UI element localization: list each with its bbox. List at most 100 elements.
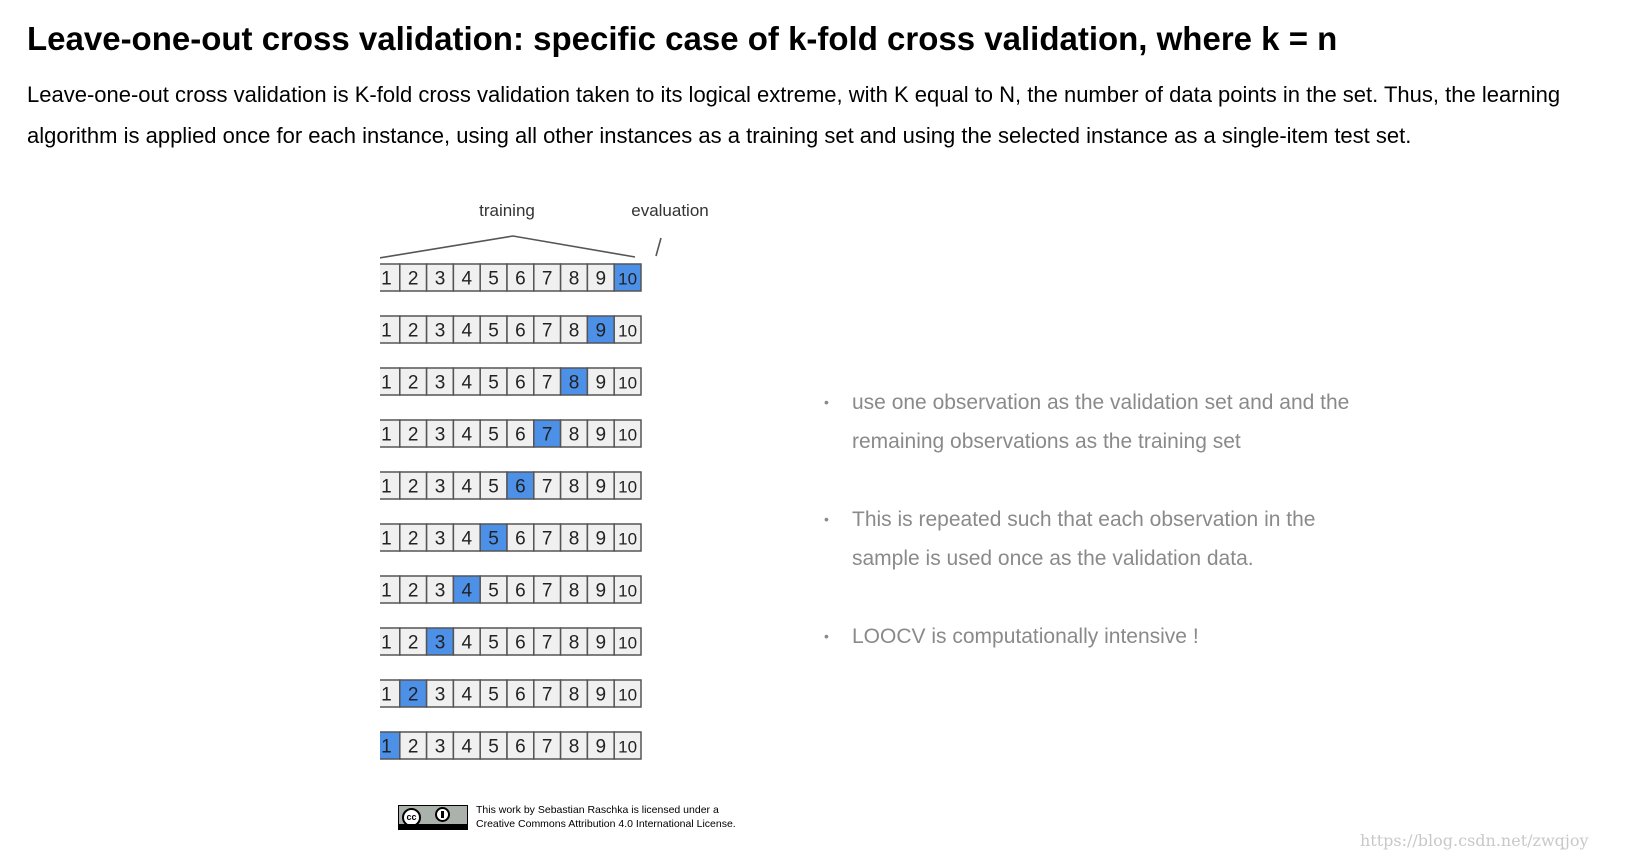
fold-cell-label: 6 — [515, 425, 526, 446]
training-brace — [380, 235, 636, 259]
training-fold-cell — [533, 263, 562, 292]
fold-cell-label: 3 — [435, 269, 446, 290]
bullet-item-repeated: • This is repeated such that each observ… — [820, 500, 1380, 578]
fold-cell-label: 8 — [569, 373, 580, 394]
fold-cell-label: 9 — [596, 737, 607, 758]
fold-cell-label: 3 — [435, 633, 446, 654]
fold-cell-label: 2 — [408, 581, 419, 602]
evaluation-fold-cell — [559, 367, 589, 396]
fold-cell-label: 10 — [618, 478, 637, 497]
training-fold-cell — [425, 419, 455, 448]
fold-cell-label: 4 — [462, 425, 473, 446]
intro-line-1: Leave-one-out cross validation is K-fold… — [27, 82, 1561, 107]
evaluation-label: evaluation — [631, 201, 709, 220]
bullet-text: This is repeated such that each observat… — [852, 508, 1316, 531]
training-fold-cell — [506, 263, 535, 292]
training-fold-cell — [425, 731, 455, 760]
training-fold-cell — [506, 315, 535, 344]
fold-cell-label: 6 — [515, 633, 526, 654]
fold-cell-label: 9 — [596, 633, 607, 654]
training-fold-cell — [479, 367, 508, 396]
evaluation-fold-cell — [425, 627, 455, 656]
license-line-1: This work by Sebastian Raschka is licens… — [476, 804, 719, 816]
training-fold-cell — [533, 367, 562, 396]
fold-cell-label: 5 — [488, 425, 499, 446]
fold-row-5: 1 2 3 4 5 6 7 8 9 10 — [380, 471, 642, 500]
training-fold-cell — [425, 471, 455, 500]
license-line-2[interactable]: Creative Commons Attribution 4.0 Interna… — [476, 818, 736, 830]
fold-cell-label: 9 — [596, 529, 607, 550]
fold-cell-label: 5 — [488, 477, 499, 498]
fold-cell-label: 6 — [515, 685, 526, 706]
training-fold-cell — [425, 367, 455, 396]
license-text: This work by Sebastian Raschka is licens… — [476, 803, 736, 831]
fold-cell-label: 5 — [488, 269, 499, 290]
training-fold-cell — [533, 315, 562, 344]
loocv-diagram: training evaluation 1 2 3 4 5 6 7 8 9 101 2 3 4 5 6 7 8 9… — [380, 201, 709, 760]
fold-cell-label: 8 — [569, 477, 580, 498]
bullet-text: LOOCV is computationally intensive ! — [852, 625, 1199, 648]
training-fold-cell — [425, 679, 455, 708]
evaluation-fold-cell — [452, 575, 481, 604]
fold-cell-label: 8 — [569, 321, 580, 342]
training-fold-cell — [533, 523, 562, 552]
fold-cell-label: 10 — [618, 634, 637, 653]
training-fold-cell — [613, 315, 642, 344]
fold-cell-label: 8 — [569, 685, 580, 706]
fold-cell-label: 7 — [542, 529, 553, 550]
training-fold-cell — [613, 523, 642, 552]
bullet-text: use one observation as the validation se… — [852, 391, 1350, 414]
training-fold-cell — [399, 315, 428, 344]
fold-cell-label: 3 — [435, 373, 446, 394]
fold-cell-label: 10 — [618, 582, 637, 601]
fold-cell-label: 5 — [488, 737, 499, 758]
fold-cell-label: 10 — [618, 530, 637, 549]
training-fold-cell — [399, 731, 428, 760]
training-fold-cell — [613, 731, 642, 760]
fold-cell-label: 4 — [462, 633, 473, 654]
bullet-text: sample is used once as the validation da… — [852, 547, 1254, 570]
fold-cell-label: 7 — [542, 581, 553, 602]
fold-cell-label: 3 — [435, 425, 446, 446]
fold-cell-label: 9 — [596, 321, 607, 342]
fold-cell-label: 10 — [618, 426, 637, 445]
training-fold-cell — [559, 419, 589, 448]
training-fold-cell — [399, 419, 428, 448]
fold-cell-label: 9 — [596, 269, 607, 290]
fold-cell-label: 1 — [381, 269, 392, 290]
page-title: Leave-one-out cross validation: specific… — [27, 20, 1338, 57]
fold-row-4: 1 2 3 4 5 6 7 8 9 10 — [380, 419, 642, 448]
fold-cell-label: 5 — [488, 373, 499, 394]
intro-line-2: algorithm is applied once for each insta… — [27, 123, 1412, 148]
training-fold-cell — [586, 523, 615, 552]
training-fold-cell — [586, 367, 615, 396]
creative-commons-badge[interactable]: cc — [398, 805, 468, 830]
fold-cell-label: 10 — [618, 686, 637, 705]
training-fold-cell — [559, 575, 589, 604]
training-fold-cell — [533, 471, 562, 500]
training-fold-cell — [613, 627, 642, 656]
fold-cell-label: 6 — [515, 529, 526, 550]
fold-cell-label: 6 — [515, 373, 526, 394]
fold-cell-label: 7 — [542, 321, 553, 342]
fold-cell-label: 3 — [435, 477, 446, 498]
fold-cell-label: 10 — [618, 270, 637, 289]
fold-cell-label: 4 — [462, 581, 473, 602]
fold-cell-label: 7 — [542, 373, 553, 394]
fold-cell-label: 1 — [381, 737, 392, 758]
training-fold-cell — [506, 627, 535, 656]
fold-cell-label: 5 — [488, 581, 499, 602]
fold-cell-label: 2 — [408, 685, 419, 706]
fold-cell-label: 10 — [618, 374, 637, 393]
fold-cell-label: 4 — [462, 737, 473, 758]
fold-row-7: 1 2 3 4 5 6 7 8 9 10 — [380, 575, 642, 604]
training-fold-cell — [613, 419, 642, 448]
fold-cell-label: 8 — [569, 633, 580, 654]
training-fold-cell — [479, 627, 508, 656]
training-fold-cell — [452, 679, 481, 708]
training-fold-cell — [586, 575, 615, 604]
intro-paragraph: Leave-one-out cross validation is K-fold… — [27, 74, 1627, 156]
training-fold-cell — [586, 627, 615, 656]
fold-cell-label: 9 — [596, 477, 607, 498]
training-fold-cell — [479, 419, 508, 448]
